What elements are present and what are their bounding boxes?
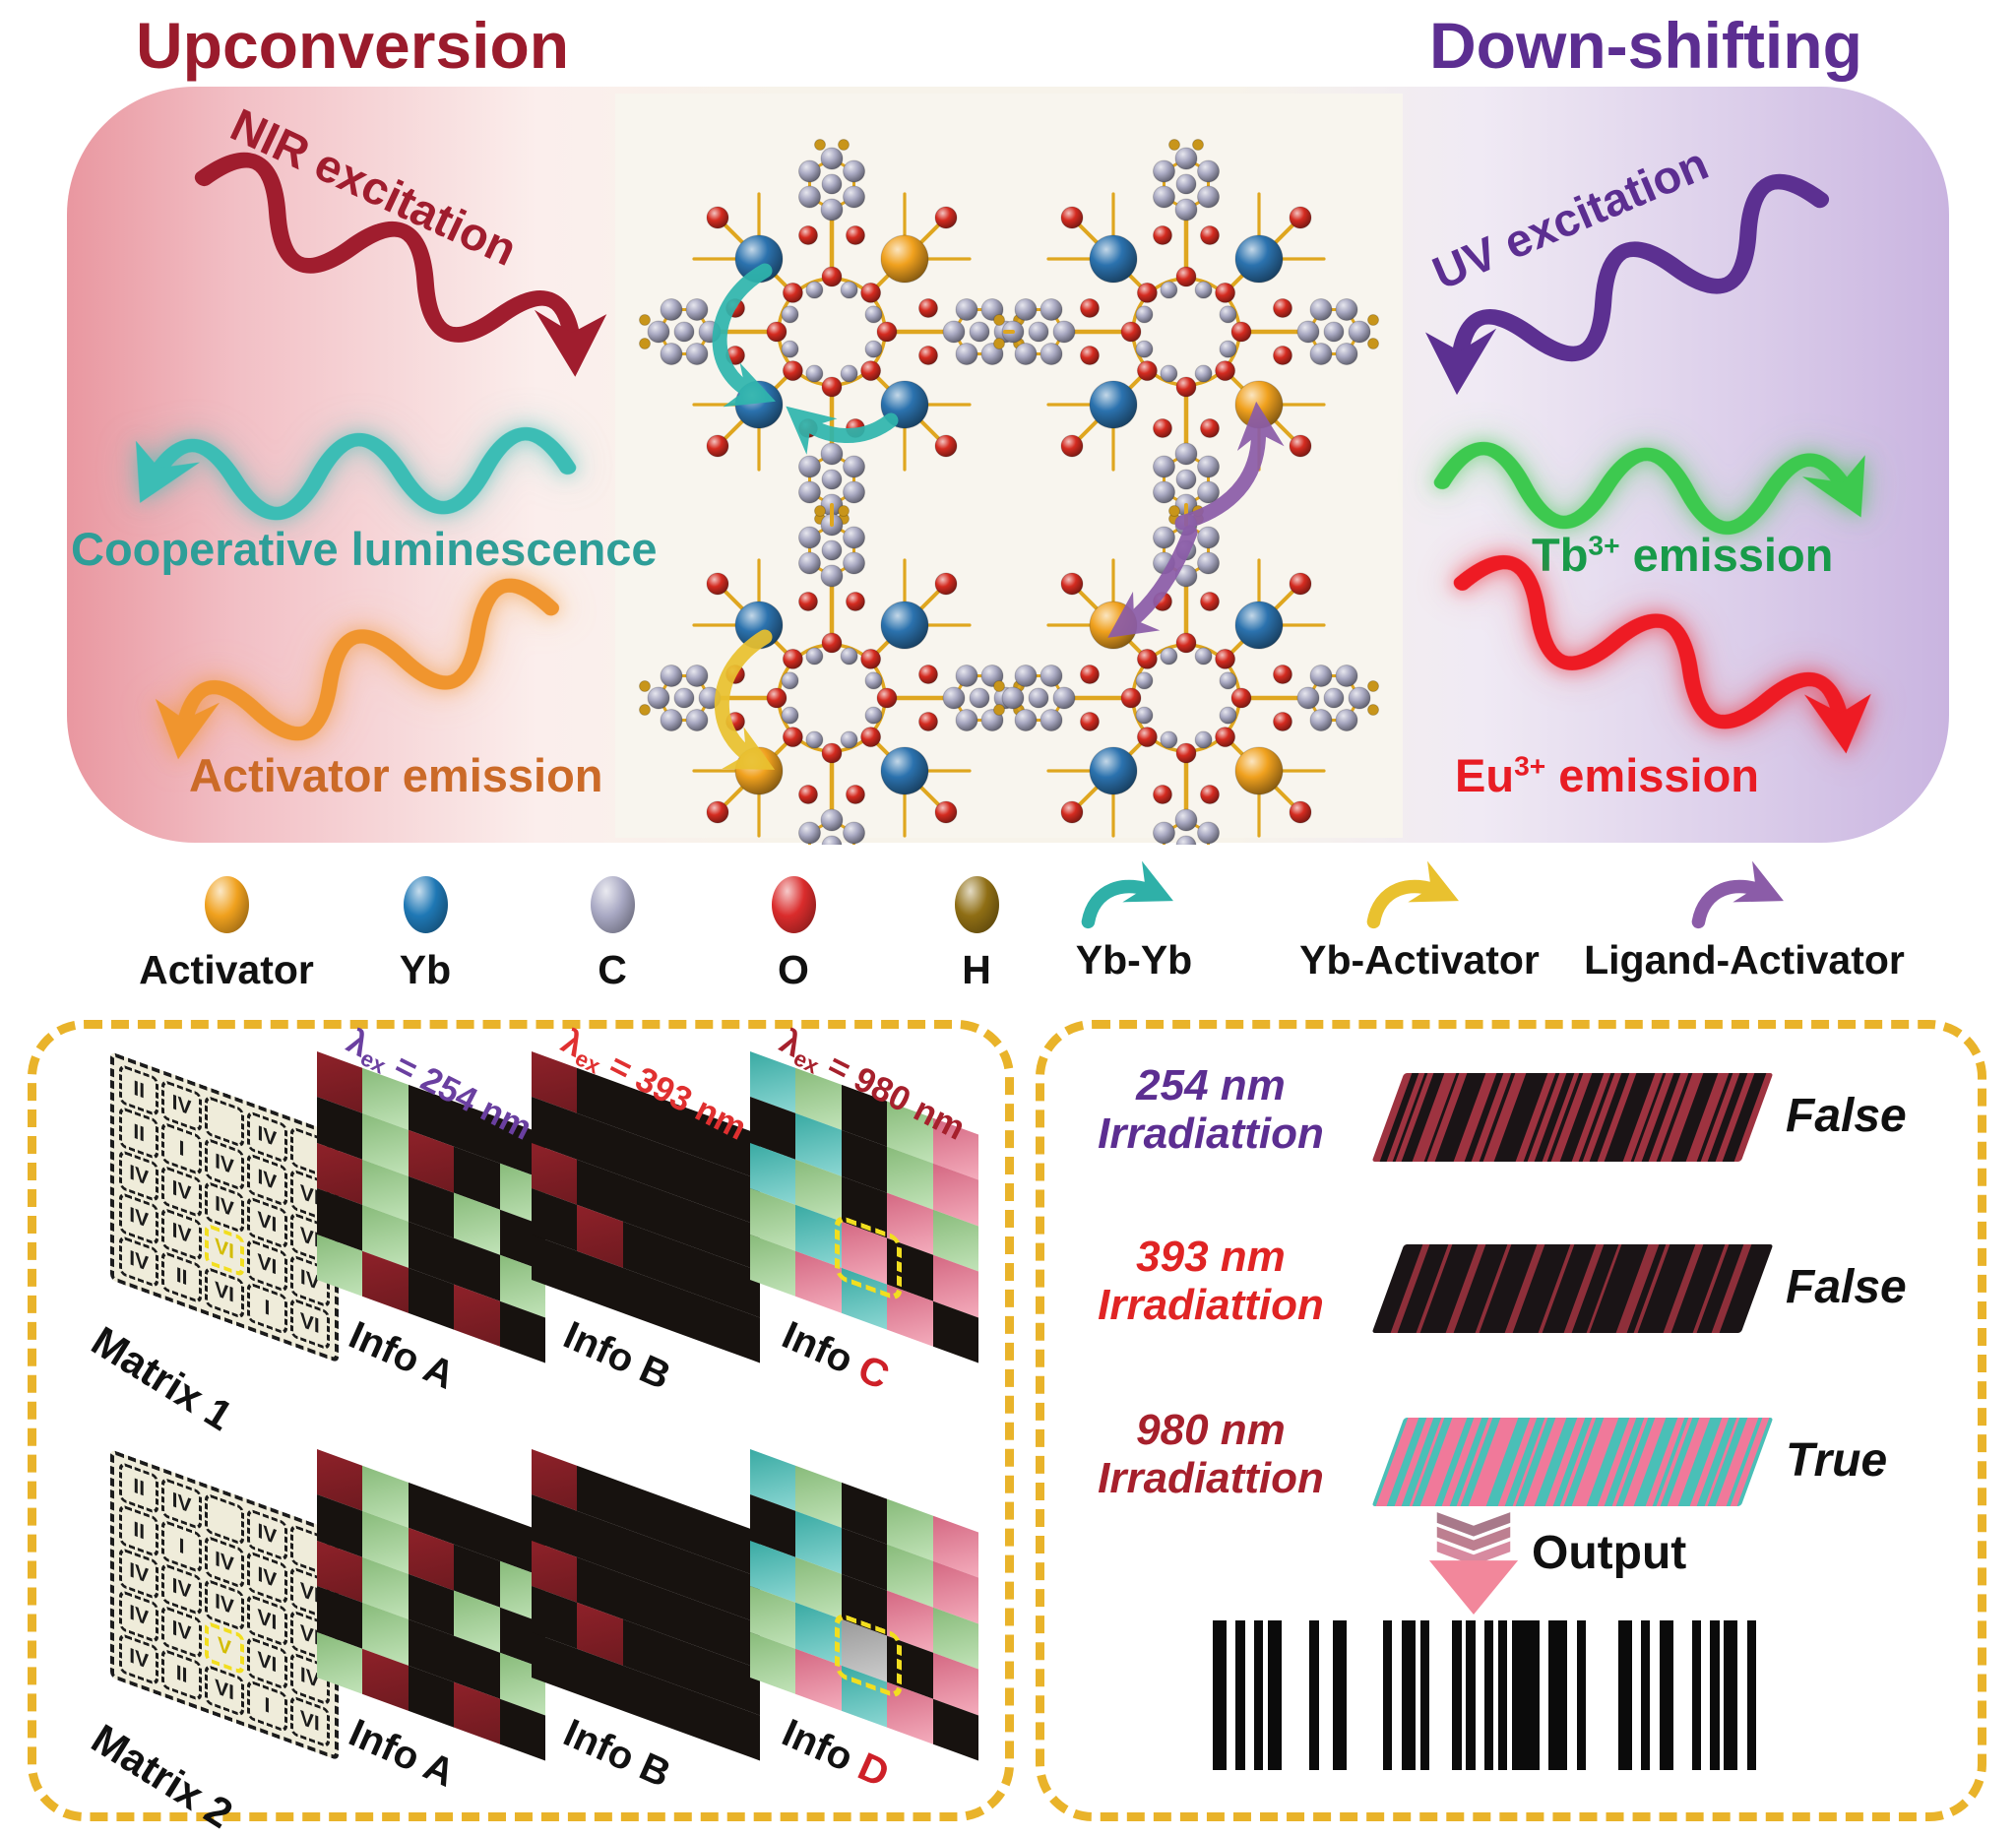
activator-wave-arrow <box>155 578 560 760</box>
barcode-bar <box>1332 1620 1347 1770</box>
legend-arrow-item-1: Yb-Yb <box>927 860 1341 983</box>
strip-bar <box>1711 1244 1751 1333</box>
legend-atom-label: O <box>778 947 809 992</box>
barcode-bar <box>1710 1620 1720 1770</box>
barcode-bar <box>1659 1620 1673 1770</box>
barcode-bar <box>1268 1620 1283 1770</box>
tb-base: Tb <box>1532 529 1589 581</box>
irradiation-label-1: 254 nm Irradiattion <box>1040 1061 1382 1159</box>
eu-base: Eu <box>1455 749 1515 801</box>
structure-background <box>615 94 1403 838</box>
strip-bar <box>1475 1244 1512 1333</box>
ligand-activator-arrow-icon <box>1691 860 1784 929</box>
legend-atom-label: C <box>598 947 627 992</box>
legend-row: Activator Yb C O H Yb-Yb Yb-Activator Ligand-Ac… <box>0 860 2016 1000</box>
legend-atom-activator: Activator <box>128 876 325 993</box>
eu-emission-label: Eu3+ emission <box>1455 748 1759 802</box>
activator-atom-icon <box>204 876 249 933</box>
nir-wave-arrow <box>194 152 607 377</box>
legend-arrow-label: Yb-Activator <box>1299 937 1540 982</box>
eu-wave-arrow <box>1453 554 1871 754</box>
c-atom-icon <box>590 876 635 933</box>
eu-sup: 3+ <box>1514 749 1546 782</box>
cooperative-wave-arrow <box>135 427 577 521</box>
legend-atom-o: O <box>695 876 892 993</box>
barcode-bar <box>1235 1620 1245 1770</box>
legend-arrow-label: Ligand-Activator <box>1584 937 1905 982</box>
readout-panel <box>1036 1020 1986 1821</box>
barcode-bar <box>1419 1620 1429 1770</box>
legend-atom-label: Activator <box>139 947 314 992</box>
yb-yb-arrow-icon <box>1081 860 1173 929</box>
tb-rest: emission <box>1619 529 1834 581</box>
yb-activator-arrow-icon <box>1366 860 1459 929</box>
barcode-bar <box>1213 1620 1228 1770</box>
barcode-bar <box>1724 1620 1738 1770</box>
barcode-bar <box>1691 1620 1701 1770</box>
strip-bar <box>1670 1073 1719 1162</box>
strip-bar <box>1563 1244 1604 1333</box>
barcode-strip-1 <box>1371 1073 1774 1162</box>
tb-emission-label: Tb3+ emission <box>1532 528 1833 582</box>
barcode-bar <box>1452 1620 1462 1770</box>
irradiation-wavelength: 393 nm <box>1136 1233 1286 1281</box>
barcode-bar <box>1617 1620 1632 1770</box>
output-arrow-icon <box>1428 1512 1519 1615</box>
barcode-bar <box>1466 1620 1476 1770</box>
barcode-bar <box>1383 1620 1393 1770</box>
barcode-bar <box>1309 1620 1319 1770</box>
irradiation-label-3: 980 nm Irradiattion <box>1040 1406 1382 1503</box>
barcode-strip-3 <box>1371 1418 1774 1506</box>
strip-bar <box>1504 1244 1544 1333</box>
irradiation-wavelength: 980 nm <box>1136 1406 1286 1454</box>
legend-arrow-label: Yb-Yb <box>1075 937 1193 982</box>
yb-atom-icon <box>403 876 448 933</box>
barcode-bar <box>1512 1620 1541 1770</box>
title-down-shifting: Down-shifting <box>1429 9 1862 82</box>
legend-arrow-item-2: Yb-Activator <box>1213 860 1626 983</box>
irradiation-label-2: 393 nm Irradiattion <box>1040 1233 1382 1330</box>
encoding-panel <box>28 1020 1014 1821</box>
result-label-2: False <box>1786 1261 1907 1313</box>
title-upconversion: Upconversion <box>136 9 570 82</box>
result-label-1: False <box>1786 1090 1907 1142</box>
output-label: Output <box>1532 1527 1687 1579</box>
result-label-3: True <box>1786 1434 1888 1487</box>
legend-atom-label: Yb <box>399 947 452 992</box>
activator-emission-label: Activator emission <box>189 749 603 801</box>
barcode-bar <box>1548 1620 1568 1770</box>
irradiation-wavelength: 254 nm <box>1136 1061 1286 1109</box>
barcode-bar <box>1641 1620 1651 1770</box>
barcode-bar <box>1576 1620 1586 1770</box>
mof-structure <box>639 139 1379 845</box>
irradiation-word: Irradiattion <box>1098 1454 1324 1503</box>
barcode-strip-2 <box>1371 1244 1774 1333</box>
barcode-bar <box>1484 1620 1494 1770</box>
barcode-bar <box>1746 1620 1756 1770</box>
output-barcode <box>1213 1620 1756 1770</box>
barcode-bar <box>1498 1620 1508 1770</box>
legend-atom-label: H <box>962 947 991 992</box>
legend-atom-c: C <box>514 876 711 993</box>
irradiation-word: Irradiattion <box>1098 1109 1324 1159</box>
cooperative-luminescence-label: Cooperative luminescence <box>71 523 658 575</box>
legend-arrow-item-3: Ligand-Activator <box>1538 860 1951 983</box>
eu-rest: emission <box>1545 749 1760 801</box>
barcode-bar <box>1401 1620 1416 1770</box>
irradiation-word: Irradiattion <box>1098 1281 1324 1330</box>
tb-wave-arrow <box>1433 441 1865 535</box>
h-atom-icon <box>954 876 999 933</box>
o-atom-icon <box>771 876 816 933</box>
legend-atom-h: H <box>878 876 1075 993</box>
barcode-bar <box>1254 1620 1264 1770</box>
tb-sup: 3+ <box>1588 529 1620 561</box>
legend-atom-yb: Yb <box>327 876 524 993</box>
uv-wave-arrow <box>1425 173 1830 396</box>
